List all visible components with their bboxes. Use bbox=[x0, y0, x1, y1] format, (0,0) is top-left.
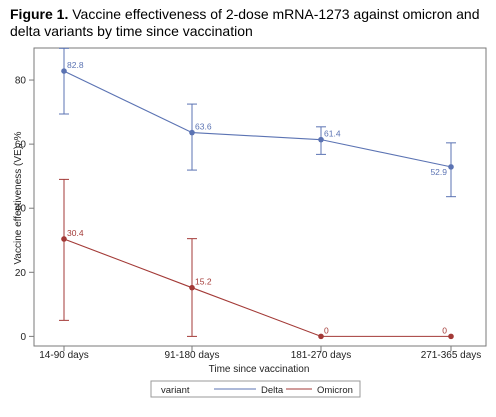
data-label-omicron: 0 bbox=[324, 325, 329, 335]
figure-caption: Figure 1. Vaccine effectiveness of 2-dos… bbox=[10, 6, 490, 40]
data-label-omicron: 0 bbox=[442, 325, 447, 335]
y-tick-label: 20 bbox=[15, 268, 27, 279]
data-point-delta bbox=[61, 68, 67, 74]
x-tick-label: 181-270 days bbox=[291, 350, 352, 361]
plot-frame bbox=[33, 47, 487, 347]
data-point-delta bbox=[448, 164, 454, 170]
error-bar-delta bbox=[187, 103, 197, 171]
y-tick-label: 40 bbox=[15, 204, 27, 215]
series-line-delta bbox=[63, 70, 452, 168]
error-bar-delta bbox=[446, 142, 456, 198]
series-line-omicron bbox=[63, 238, 451, 337]
figure-label: Figure 1. bbox=[10, 6, 69, 22]
data-label-omicron: 15.2 bbox=[195, 277, 212, 287]
legend-title: variant bbox=[161, 385, 190, 396]
y-tick-label: 0 bbox=[20, 332, 26, 343]
data-point-omicron bbox=[448, 333, 454, 340]
data-label-delta: 82.8 bbox=[67, 60, 84, 70]
figure-caption-text: Vaccine effectiveness of 2-dose mRNA-127… bbox=[10, 6, 480, 39]
y-axis-label: Vaccine effectiveness (VE), % bbox=[13, 131, 24, 264]
legend: variant Delta Omicron bbox=[150, 380, 361, 398]
series-layer: 82.8 63.6 61.4 52.9 30.4 15.2 0 0 bbox=[59, 47, 456, 340]
series-omicron: 30.4 15.2 0 0 bbox=[59, 178, 454, 340]
series-delta: 82.8 63.6 61.4 52.9 bbox=[59, 47, 456, 198]
data-label-delta: 63.6 bbox=[195, 122, 212, 132]
data-label-omicron: 30.4 bbox=[67, 228, 84, 238]
data-point-omicron bbox=[61, 236, 67, 242]
data-label-delta: 61.4 bbox=[324, 129, 341, 139]
data-point-omicron bbox=[318, 333, 324, 340]
error-bar-omicron bbox=[59, 178, 69, 321]
x-tick-label: 14-90 days bbox=[39, 350, 88, 361]
y-axis: 0 20 40 60 80 bbox=[15, 76, 34, 343]
legend-label-omicron: Omicron bbox=[317, 385, 353, 396]
data-label-delta: 52.9 bbox=[430, 167, 447, 177]
y-tick-label: 80 bbox=[15, 76, 27, 87]
y-tick-label: 60 bbox=[15, 140, 27, 151]
data-point-omicron bbox=[189, 284, 195, 291]
x-axis: 14-90 days 91-180 days 181-270 days 271-365… bbox=[39, 346, 481, 361]
x-axis-label: Time since vaccination bbox=[209, 364, 310, 375]
data-point-delta bbox=[318, 136, 324, 143]
x-tick-label: 91-180 days bbox=[164, 350, 219, 361]
legend-label-delta: Delta bbox=[261, 385, 284, 396]
error-bar-delta bbox=[59, 47, 69, 115]
x-tick-label: 271-365 days bbox=[421, 350, 482, 361]
data-point-delta bbox=[189, 129, 195, 136]
